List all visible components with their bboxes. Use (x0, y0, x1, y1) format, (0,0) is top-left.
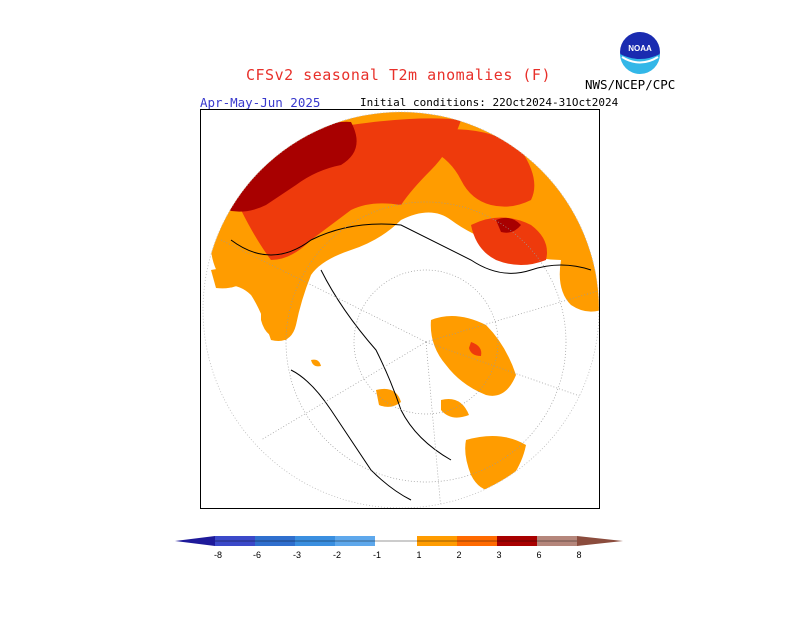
colorbar-max-arrow (577, 536, 623, 546)
season-label: Apr-May-Jun 2025 (200, 95, 321, 110)
colorbar-min-arrow (175, 536, 215, 546)
polar-map-svg (202, 111, 599, 508)
colorbar-tick-label: 6 (536, 550, 541, 560)
colorbar-tick-label: -1 (373, 550, 381, 560)
anomaly-region-alaska (261, 289, 298, 340)
colorbar-tick-label: 8 (576, 550, 581, 560)
agency-label: NWS/NCEP/CPC (585, 77, 676, 92)
anomaly-region-europe (559, 255, 599, 312)
colorbar-tick-label: -3 (293, 550, 301, 560)
colorbar: -8 -6 -3 -2 -1 1 2 3 6 8 (175, 536, 627, 570)
initial-conditions-label: Initial conditions: 22Oct2024-31Oct2024 (360, 96, 619, 109)
colorbar-tick-label: -8 (214, 550, 222, 560)
anomaly-region-east (431, 129, 535, 207)
map-title: CFSv2 seasonal T2m anomalies (F) (246, 66, 551, 84)
anomaly-region-peak (226, 121, 357, 212)
colorbar-tick-label: -6 (253, 550, 261, 560)
noaa-logo: NOAA (618, 30, 662, 78)
logo-text: NOAA (628, 44, 652, 53)
anomaly-region-scandinavia (471, 217, 547, 265)
colorbar-tick-label: 3 (496, 550, 501, 560)
colorbar-tick-label: 1 (416, 550, 421, 560)
colorbar-tick-label: -2 (333, 550, 341, 560)
anomaly-region-greenland (430, 316, 516, 396)
colorbar-tick-label: 2 (456, 550, 461, 560)
coastline (230, 223, 592, 501)
polar-map (200, 109, 600, 509)
